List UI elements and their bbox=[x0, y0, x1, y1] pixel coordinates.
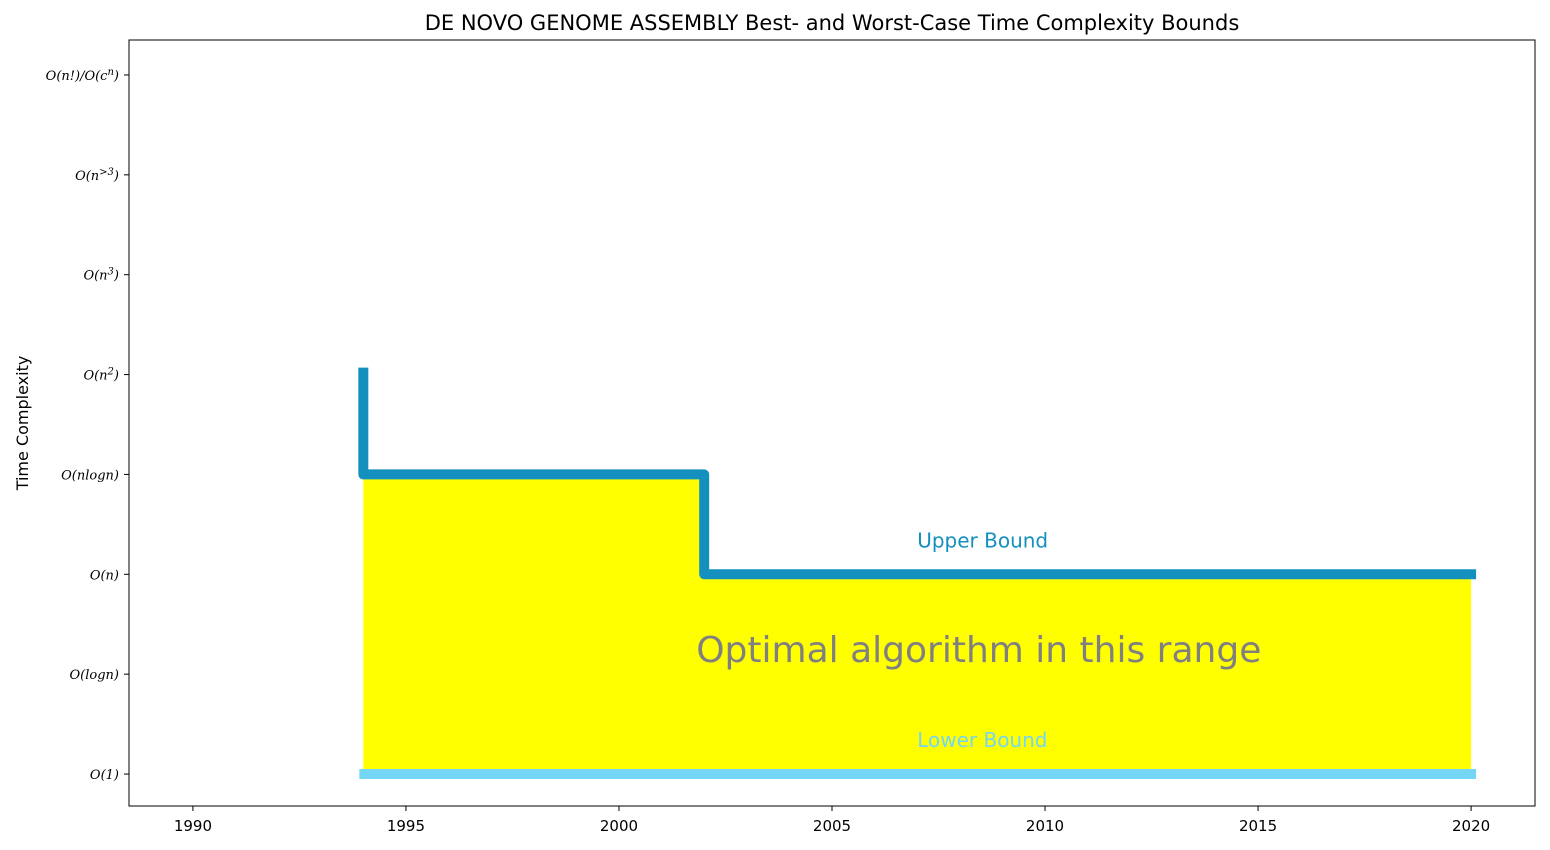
y-tick-label: O(n>3) bbox=[75, 167, 119, 184]
plot-area: Upper Bound Lower Bound Optimal algorithm … bbox=[46, 39, 1536, 835]
x-tick-label: 1990 bbox=[174, 817, 212, 835]
x-tick-label: 2020 bbox=[1452, 817, 1490, 835]
upper-bound-line bbox=[358, 367, 1477, 580]
x-tick-label: 2015 bbox=[1239, 817, 1277, 835]
x-axis: 1990 1995 2000 2005 2010 2015 2020 bbox=[174, 806, 1490, 835]
y-tick-label: O(n3) bbox=[83, 267, 119, 284]
x-tick-label: 2000 bbox=[600, 817, 638, 835]
y-tick-label: O(n!)/O(cn) bbox=[46, 67, 119, 84]
y-axis-label: Time Complexity bbox=[13, 356, 32, 492]
y-tick-label: O(n2) bbox=[83, 367, 119, 384]
x-tick-label: 1995 bbox=[387, 817, 425, 835]
upper-bound-label: Upper Bound bbox=[917, 528, 1048, 552]
x-tick-label: 2005 bbox=[813, 817, 851, 835]
chart-title: DE NOVO GENOME ASSEMBLY Best- and Worst-… bbox=[425, 11, 1240, 35]
y-tick-label: O(nlogn) bbox=[61, 468, 119, 483]
fill-region bbox=[363, 474, 1472, 775]
y-tick-label: O(1) bbox=[90, 768, 119, 783]
optimal-range-label: Optimal algorithm in this range bbox=[696, 630, 1261, 671]
y-tick-label: O(logn) bbox=[70, 668, 119, 683]
lower-bound-label: Lower Bound bbox=[917, 728, 1047, 752]
y-tick-label: O(n) bbox=[90, 568, 119, 583]
x-tick-label: 2010 bbox=[1026, 817, 1064, 835]
y-axis: O(1) O(logn) O(n) O(nlogn) O(n2) O(n3) O(n>3) O… bbox=[46, 67, 129, 783]
